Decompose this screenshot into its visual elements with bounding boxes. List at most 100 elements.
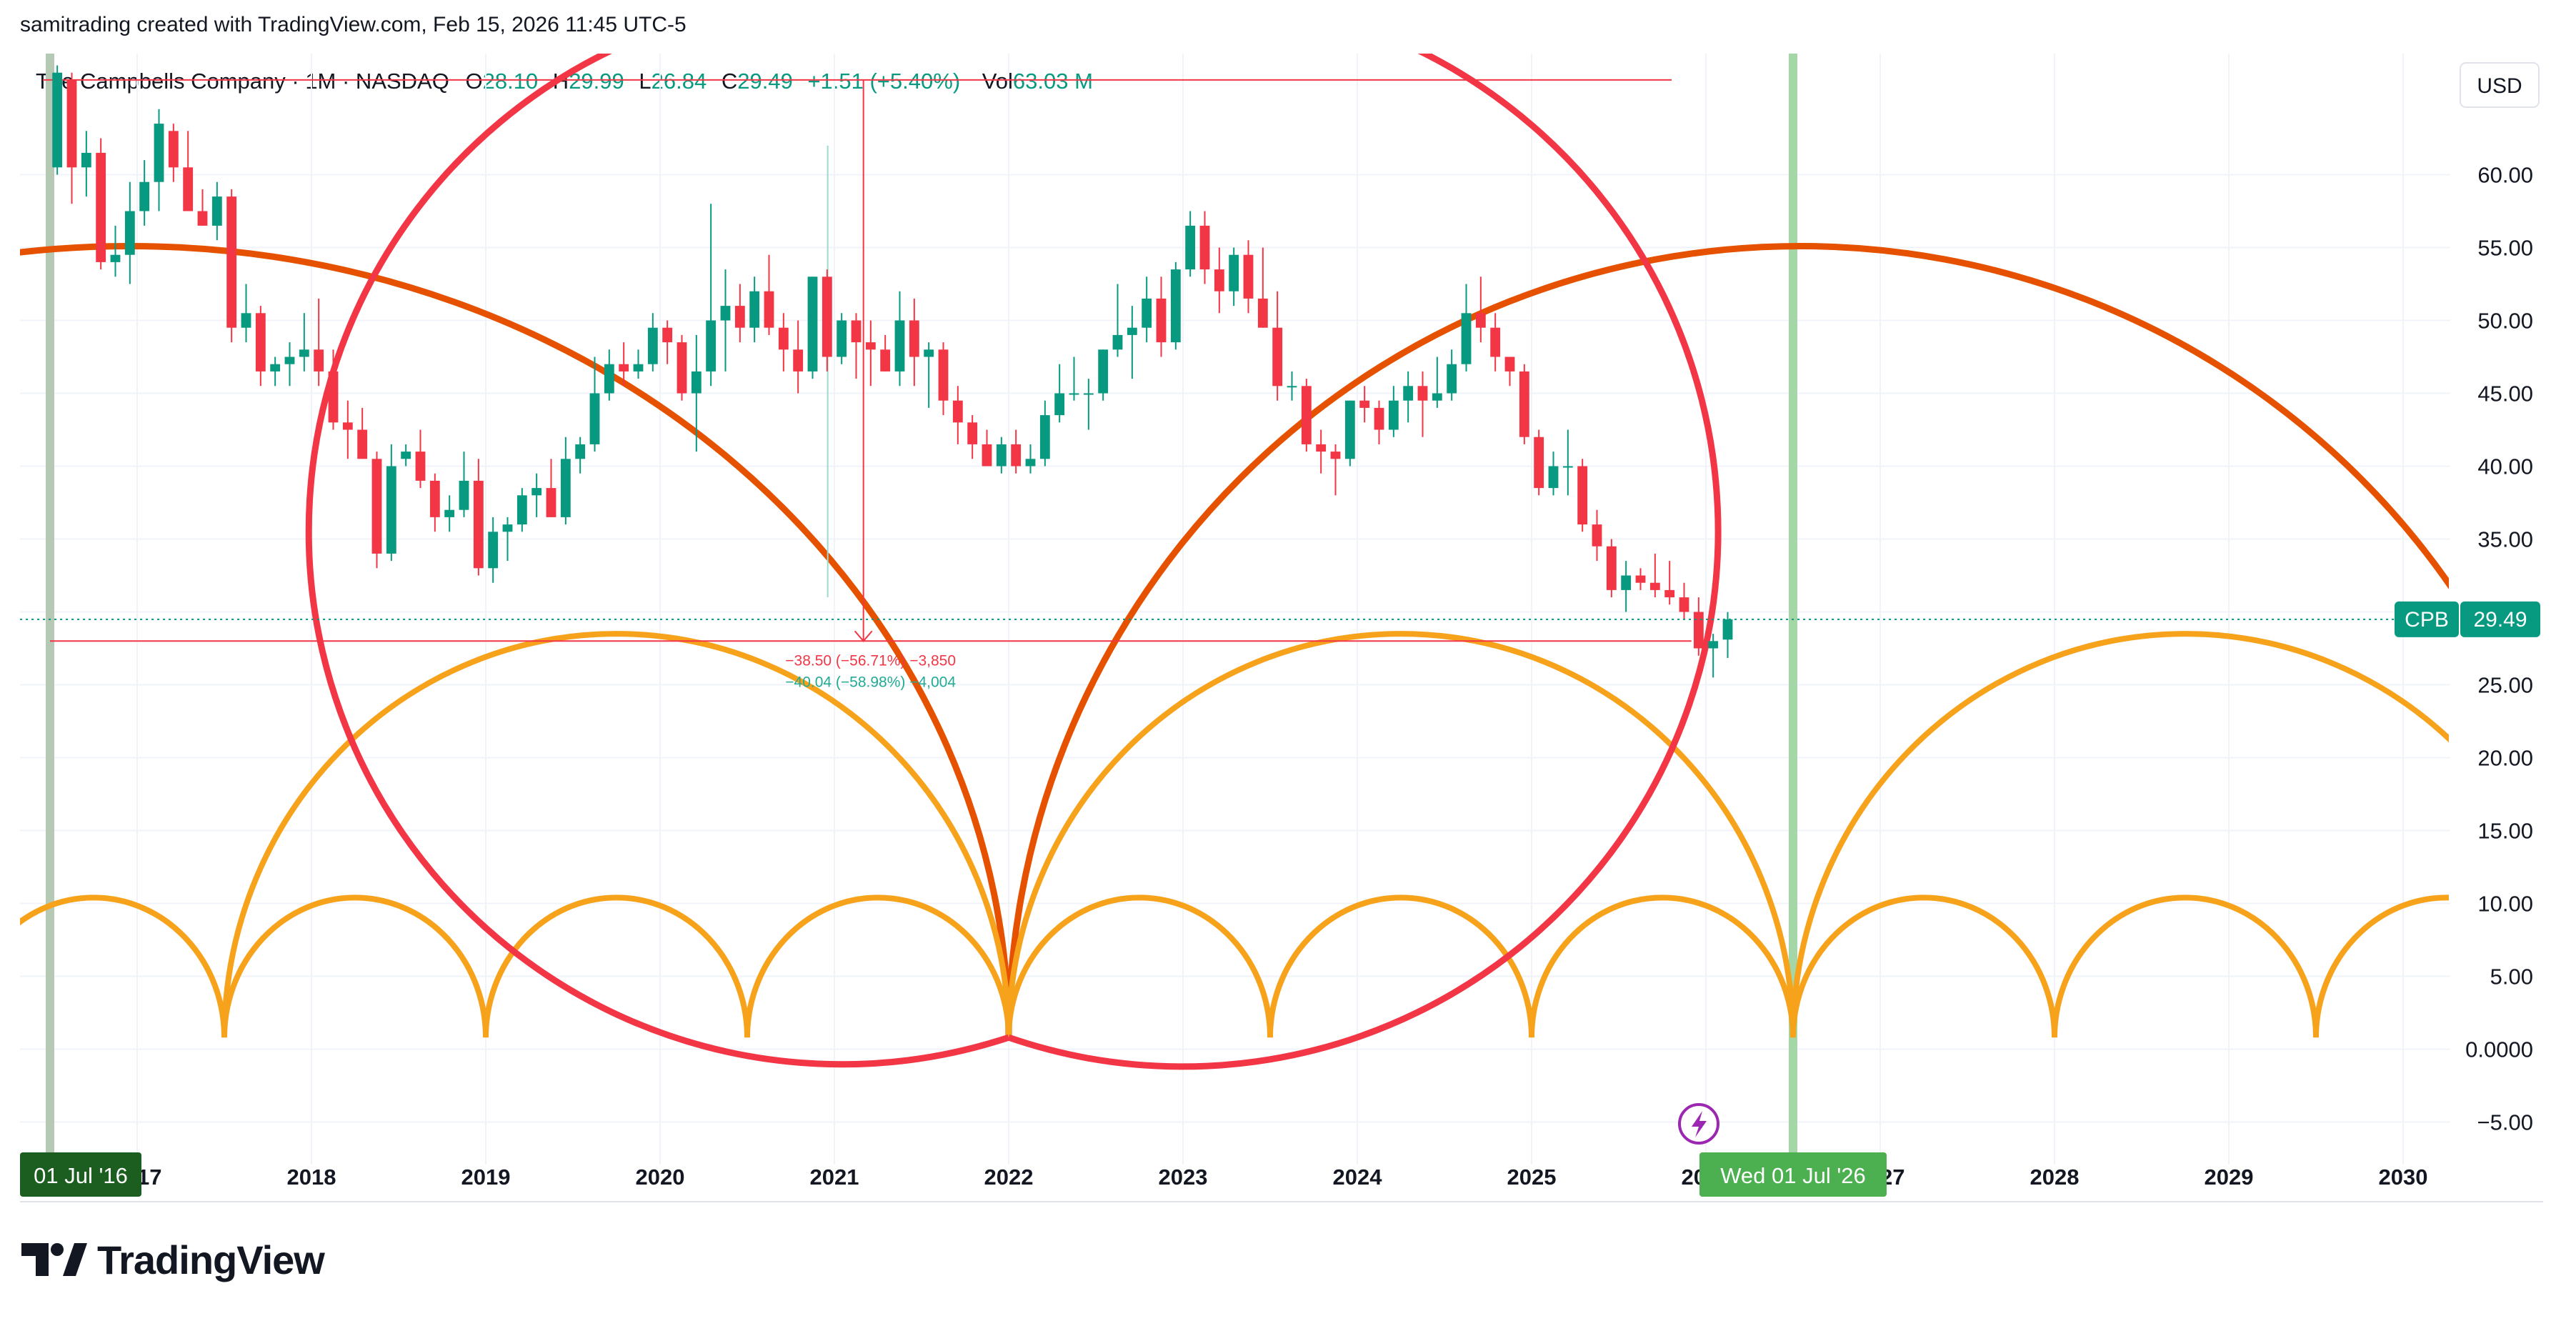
- price-tick: 50.00: [2477, 309, 2533, 334]
- candle: [1664, 561, 1675, 605]
- candle: [880, 334, 891, 372]
- symbol-legend: The Campbells Company · 1M · NASDAQ O28.…: [36, 69, 1093, 94]
- candle: [1693, 597, 1704, 656]
- arc-small[interactable]: [1529, 894, 1796, 1038]
- arc-small[interactable]: [2313, 894, 2576, 1038]
- candle: [633, 349, 644, 379]
- price-tick: 40.00: [2477, 454, 2533, 479]
- fibonacci-arcs[interactable]: [0, 25, 2576, 1070]
- candle: [1606, 539, 1617, 598]
- arc-small[interactable]: [221, 894, 489, 1038]
- candle: [793, 320, 804, 394]
- candle: [415, 429, 426, 489]
- cycle-date-label: Wed 01 Jul '26: [1699, 1152, 1887, 1197]
- candlestick-series: [52, 65, 1733, 678]
- arc-small[interactable]: [744, 894, 1012, 1038]
- arc-small[interactable]: [1006, 894, 1273, 1038]
- candle: [1257, 247, 1268, 328]
- price-tick: 60.00: [2477, 163, 2533, 188]
- candle: [1185, 211, 1196, 277]
- candle: [1592, 509, 1602, 562]
- candle: [982, 429, 992, 467]
- candle: [1330, 444, 1341, 496]
- price-range-measure[interactable]: [43, 79, 1692, 642]
- candle: [516, 488, 527, 532]
- price-tick: 0.0000: [2465, 1037, 2533, 1062]
- candle: [1170, 261, 1181, 350]
- candle: [822, 269, 832, 372]
- volume-label: Vol: [982, 69, 1013, 94]
- candle: [764, 254, 774, 335]
- candle: [96, 138, 106, 270]
- candle: [691, 334, 702, 452]
- candle: [996, 437, 1007, 474]
- price-axis[interactable]: 60.0055.0050.0045.0040.0035.0030.0025.00…: [2465, 163, 2533, 1135]
- candle: [1054, 364, 1065, 423]
- arc-small[interactable]: [1790, 894, 2057, 1038]
- price-tick: 5.00: [2490, 964, 2533, 989]
- candle: [342, 400, 353, 459]
- candle: [865, 320, 876, 387]
- candle: [1708, 634, 1719, 678]
- candle: [1374, 400, 1384, 444]
- candle: [531, 473, 542, 517]
- candle: [429, 473, 440, 532]
- tradingview-logo[interactable]: TradingView: [21, 1235, 325, 1285]
- arc-medium[interactable]: [221, 631, 1012, 1038]
- price-tick: 55.00: [2477, 236, 2533, 261]
- candle: [314, 298, 324, 387]
- candle: [749, 276, 760, 343]
- candle: [1039, 400, 1050, 467]
- currency-button[interactable]: USD: [2460, 62, 2540, 108]
- price-tick: 15.00: [2477, 819, 2533, 844]
- price-tick: 35.00: [2477, 527, 2533, 552]
- lightning-icon[interactable]: [1678, 1103, 1719, 1145]
- arc-small[interactable]: [1267, 894, 1534, 1038]
- arc-large[interactable]: [0, 246, 1009, 1037]
- arc-red[interactable]: [1007, 25, 1722, 1070]
- candle: [139, 160, 150, 226]
- candle: [197, 189, 208, 226]
- low-label: L: [639, 69, 652, 94]
- candle: [183, 131, 194, 211]
- grid-lines: [20, 54, 2543, 1202]
- measure-arrowhead: [854, 630, 873, 642]
- arc-small[interactable]: [0, 894, 227, 1038]
- arc-red[interactable]: [305, 25, 1010, 1068]
- candle: [241, 284, 251, 343]
- arc-medium[interactable]: [1790, 631, 2576, 1038]
- candle: [52, 65, 63, 175]
- time-axis[interactable]: 2017201820192020202120222023202420252026…: [113, 1165, 2428, 1190]
- candle: [110, 225, 121, 277]
- arc-small[interactable]: [483, 894, 750, 1038]
- candle: [211, 181, 222, 241]
- cycle-date-text: 01 Jul '16: [34, 1163, 128, 1188]
- last-price-symbol: CPB: [2405, 608, 2449, 632]
- candle: [1301, 379, 1312, 452]
- candle: [1447, 349, 1457, 401]
- candle: [488, 517, 499, 583]
- candle: [1403, 371, 1414, 423]
- candle: [647, 313, 658, 372]
- candle: [952, 386, 963, 444]
- candle: [924, 342, 934, 408]
- time-tick: 2025: [1507, 1165, 1557, 1190]
- time-tick: 2029: [2205, 1165, 2254, 1190]
- candle: [1083, 379, 1094, 430]
- candle: [357, 407, 368, 459]
- open-label: O: [465, 69, 483, 94]
- time-tick: 2021: [810, 1165, 859, 1190]
- symbol-title[interactable]: The Campbells Company · 1M · NASDAQ: [36, 69, 449, 94]
- candle: [546, 459, 556, 517]
- arc-small[interactable]: [2052, 894, 2319, 1038]
- candle: [255, 306, 266, 387]
- price-chart[interactable]: −38.50 (−56.71%) −3,850 −40.04 (−58.98%)…: [0, 0, 2576, 1215]
- price-tick: 20.00: [2477, 746, 2533, 771]
- arc-medium[interactable]: [1006, 631, 1796, 1038]
- candle: [1490, 313, 1501, 372]
- candle: [1649, 553, 1660, 598]
- candle: [1199, 211, 1210, 284]
- candle: [1025, 444, 1036, 474]
- time-tick: 2030: [2379, 1165, 2428, 1190]
- cycle-date-label: 01 Jul '16: [20, 1152, 141, 1197]
